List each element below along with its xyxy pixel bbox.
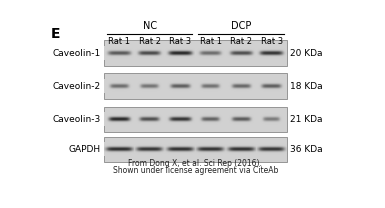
Text: GAPDH: GAPDH [69, 145, 101, 154]
Text: NC: NC [142, 21, 157, 31]
Text: Caveolin-2: Caveolin-2 [53, 82, 101, 91]
Text: Rat 3: Rat 3 [261, 37, 283, 46]
Text: E: E [51, 26, 61, 41]
Text: 21 KDa: 21 KDa [290, 115, 322, 124]
Text: Rat 2: Rat 2 [230, 37, 252, 46]
Bar [104, 137, 287, 162]
Text: Shown under license agreement via CiteAb: Shown under license agreement via CiteAb [113, 166, 278, 175]
Text: Rat 1: Rat 1 [199, 37, 222, 46]
Text: 20 KDa: 20 KDa [290, 48, 322, 58]
Text: Rat 1: Rat 1 [108, 37, 130, 46]
Bar [104, 73, 287, 99]
Bar [104, 40, 287, 66]
Bar [104, 106, 287, 132]
Text: From Dong X, et al. Sci Rep (2016).: From Dong X, et al. Sci Rep (2016). [129, 159, 262, 168]
Text: Rat 2: Rat 2 [139, 37, 161, 46]
Text: Caveolin-3: Caveolin-3 [53, 115, 101, 124]
Text: Caveolin-1: Caveolin-1 [53, 48, 101, 58]
Text: DCP: DCP [231, 21, 251, 31]
Text: 18 KDa: 18 KDa [290, 82, 323, 91]
Text: 36 KDa: 36 KDa [290, 145, 323, 154]
Text: Rat 3: Rat 3 [169, 37, 191, 46]
